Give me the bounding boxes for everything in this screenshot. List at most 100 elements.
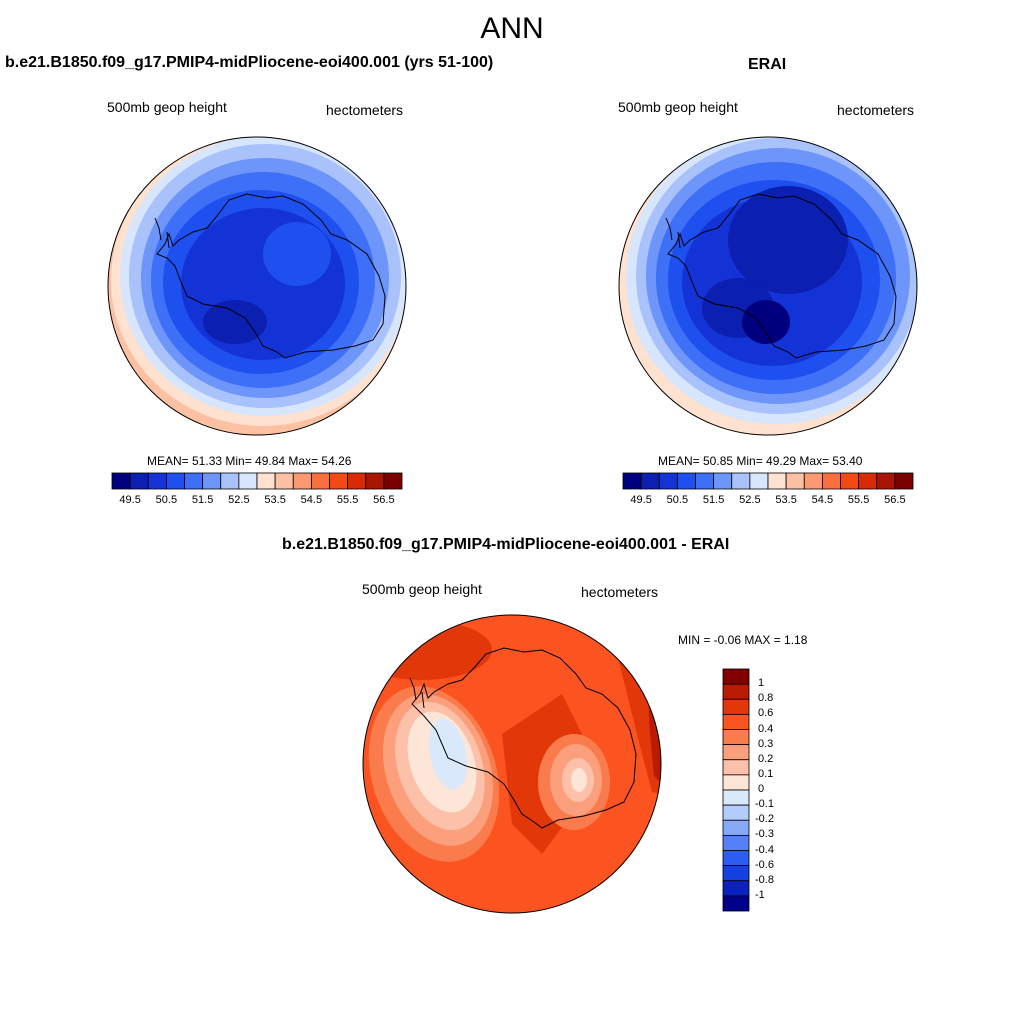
- obs-colorbar-cell: [676, 472, 696, 490]
- obs-colorbar-tick-label: 56.5: [884, 494, 906, 506]
- diff-colorbar-tick-label: 0.6: [758, 707, 774, 720]
- obs-colorbar-cell: [713, 472, 733, 490]
- model-colorbar-cell: [129, 472, 149, 490]
- obs-colorbar-cell: [894, 472, 914, 490]
- diff-colorbar-labels: 1 0.8 0.6 0.4 0.3 0.2 0.1 0 -0.1 -0.2 -0.3 -0.4 -0.6…: [755, 669, 795, 911]
- diff-colorbar-tick-label: -1: [755, 888, 765, 901]
- obs-colorbar-cell: [622, 472, 642, 490]
- diff-colorbar-cell: [722, 834, 750, 851]
- obs-colorbar-tick-label: 49.5: [630, 494, 652, 506]
- obs-colorbar-cell: [821, 472, 841, 490]
- obs-colorbar-tick-label: 50.5: [666, 494, 689, 506]
- model-colorbar-tick-label: 49.5: [119, 494, 141, 506]
- diff-colorbar: [722, 668, 750, 912]
- diff-colorbar-tick-label: 0.2: [758, 752, 774, 765]
- diff-colorbar-cell: [722, 729, 750, 746]
- model-colorbar-cell: [220, 472, 240, 490]
- diff-colorbar-cell: [722, 698, 750, 715]
- diff-colorbar-cell: [722, 744, 750, 761]
- obs-colorbar: [622, 472, 914, 490]
- obs-panel-title: ERAI: [748, 56, 787, 73]
- figure-title: ANN: [480, 12, 544, 45]
- obs-variable-label: 500mb geop height: [618, 99, 738, 115]
- model-colorbar-tick-label: 54.5: [300, 494, 323, 506]
- model-units-label: hectometers: [326, 102, 404, 118]
- obs-colorbar-cell: [658, 472, 678, 490]
- diff-colorbar-cell: [722, 683, 750, 700]
- obs-stats: MEAN= 50.85 Min= 49.29 Max= 53.40: [658, 454, 863, 468]
- model-colorbar-tick-label: 51.5: [191, 494, 214, 506]
- model-colorbar-cell: [365, 472, 385, 490]
- obs-colorbar-cell: [876, 472, 896, 490]
- diff-colorbar-tick-label: 1: [758, 677, 765, 690]
- diff-colorbar-cell: [722, 759, 750, 776]
- model-colorbar-cell: [310, 472, 330, 490]
- obs-colorbar-cell: [640, 472, 660, 490]
- model-panel-title: b.e21.B1850.f09_g17.PMIP4-midPliocene-eo…: [5, 54, 494, 71]
- model-colorbar-cell: [238, 472, 258, 490]
- diff-polar-map: [362, 614, 662, 914]
- obs-colorbar-cell: [858, 472, 878, 490]
- diff-colorbar-tick-label: -0.8: [755, 873, 774, 886]
- diff-colorbar-tick-label: -0.2: [755, 813, 774, 826]
- obs-colorbar-tick-label: 54.5: [811, 494, 834, 506]
- model-colorbar-cell: [165, 472, 185, 490]
- diff-colorbar-tick-label: 0.3: [758, 737, 774, 750]
- obs-units-label: hectometers: [837, 102, 915, 118]
- model-colorbar-cell: [256, 472, 276, 490]
- model-colorbar-tick-label: 55.5: [336, 494, 359, 506]
- model-variable-label: 500mb geop height: [107, 99, 227, 115]
- diff-colorbar-cell: [722, 865, 750, 882]
- diff-colorbar-cell: [722, 895, 750, 912]
- diff-stats: MIN = -0.06 MAX = 1.18: [678, 633, 808, 647]
- diff-colorbar-cell: [722, 819, 750, 836]
- obs-colorbar-cell: [803, 472, 823, 490]
- obs-colorbar-cell: [749, 472, 769, 490]
- model-colorbar-cell: [184, 472, 204, 490]
- model-colorbar-labels: 49.5 50.5 51.5 52.5 53.5 54.5 55.5 56.5: [112, 494, 402, 508]
- diff-colorbar-tick-label: 0.4: [758, 722, 774, 735]
- model-colorbar-cell: [292, 472, 312, 490]
- diff-colorbar-tick-label: 0: [758, 783, 765, 795]
- model-colorbar-cell: [147, 472, 167, 490]
- model-colorbar-cell: [202, 472, 222, 490]
- obs-polar-map: [618, 136, 918, 436]
- diff-colorbar-tick-label: -0.4: [755, 843, 774, 856]
- model-stats: MEAN= 51.33 Min= 49.84 Max= 54.26: [147, 454, 352, 468]
- obs-colorbar-cell: [785, 472, 805, 490]
- diff-colorbar-cell: [722, 804, 750, 821]
- diff-colorbar-cell: [722, 774, 750, 791]
- obs-colorbar-tick-label: 55.5: [847, 494, 870, 506]
- obs-colorbar-tick-label: 53.5: [775, 494, 797, 506]
- obs-colorbar-tick-label: 51.5: [702, 494, 725, 506]
- diff-colorbar-cell: [722, 713, 750, 730]
- diff-colorbar-tick-label: 0.1: [758, 767, 774, 780]
- model-colorbar-tick-label: 53.5: [264, 494, 286, 506]
- model-colorbar-cell: [347, 472, 367, 490]
- diff-colorbar-tick-label: -0.3: [755, 828, 774, 841]
- model-colorbar-tick-label: 50.5: [155, 494, 178, 506]
- model-colorbar-tick-label: 52.5: [228, 494, 250, 506]
- diff-colorbar-cell: [722, 789, 750, 806]
- model-colorbar-tick-label: 56.5: [373, 494, 395, 506]
- model-colorbar: [111, 472, 403, 490]
- diff-colorbar-tick-label: -0.6: [755, 858, 774, 871]
- diff-colorbar-tick-label: 0.8: [758, 692, 774, 705]
- diff-panel-title: b.e21.B1850.f09_g17.PMIP4-midPliocene-eo…: [282, 536, 730, 553]
- diff-variable-label: 500mb geop height: [362, 581, 482, 597]
- obs-colorbar-labels: 49.5 50.5 51.5 52.5 53.5 54.5 55.5 56.5: [623, 494, 913, 508]
- model-colorbar-cell: [111, 472, 131, 490]
- diff-colorbar-cell: [722, 880, 750, 897]
- model-colorbar-cell: [329, 472, 349, 490]
- obs-colorbar-cell: [767, 472, 787, 490]
- obs-colorbar-cell: [731, 472, 751, 490]
- diff-colorbar-cell: [722, 668, 750, 685]
- model-polar-map: [107, 136, 407, 436]
- diff-colorbar-tick-label: -0.1: [755, 798, 774, 811]
- model-colorbar-cell: [274, 472, 294, 490]
- obs-colorbar-tick-label: 52.5: [739, 494, 761, 506]
- diff-colorbar-cell: [722, 850, 750, 867]
- obs-colorbar-cell: [695, 472, 715, 490]
- obs-colorbar-cell: [840, 472, 860, 490]
- diff-units-label: hectometers: [581, 584, 659, 600]
